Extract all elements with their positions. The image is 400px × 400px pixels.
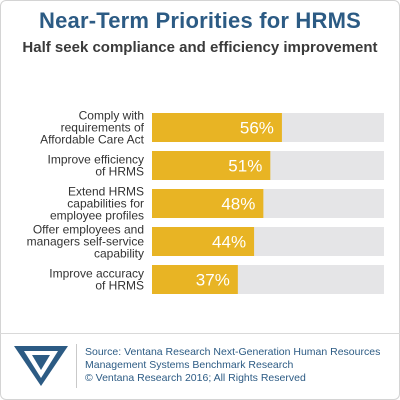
category-label-line: Improve efficiency (48, 153, 145, 167)
category-label: Comply with requirements of Affordable Car… (40, 109, 145, 147)
category-label-line: of HRMS (95, 279, 144, 293)
category-label-line: capability (94, 247, 144, 261)
bar (152, 113, 282, 142)
category-label-line: of HRMS (95, 165, 144, 179)
source-line-1: Source: Ventana Research Next-Generation… (85, 346, 381, 358)
chart-subtitle: Half seek compliance and efficiency impr… (22, 39, 378, 56)
bar-value-label: 56% (240, 119, 274, 138)
category-label-line: capabilities for (67, 197, 144, 211)
bar-value-label: 44% (212, 233, 246, 252)
category-label-line: Improve accuracy (49, 267, 144, 281)
footer-divider (0, 333, 400, 334)
category-label: Extend HRMS capabilities for employee prof… (50, 185, 144, 223)
bar-value-label: 51% (228, 157, 262, 176)
category-label-line: managers self-service (27, 235, 145, 249)
category-label: Improve efficiency of HRMS (48, 153, 145, 179)
category-label-line: Affordable Care Act (40, 133, 145, 147)
chart-title: Near-Term Priorities for HRMS (38, 8, 362, 33)
bar (152, 151, 271, 180)
category-label-line: requirements of (61, 121, 145, 135)
footer-separator (76, 344, 77, 388)
bar (152, 189, 264, 218)
ventana-v-logo-icon (14, 346, 68, 386)
bar (152, 265, 238, 294)
category-label-line: Offer employees and (33, 223, 144, 237)
source-note: Source: Ventana Research Next-Generation… (85, 346, 390, 385)
category-label-line: Comply with (79, 109, 144, 123)
bar (152, 227, 255, 256)
category-label-line: Extend HRMS (68, 185, 144, 199)
category-label: Offer employees and managers self-service… (27, 223, 145, 261)
category-label-line: employee profiles (50, 209, 144, 223)
source-line-2: Management Systems Benchmark Research (85, 359, 294, 371)
bar-value-label: 37% (196, 271, 230, 290)
category-label: Improve accuracy of HRMS (49, 267, 144, 293)
bar-value-label: 48% (221, 195, 255, 214)
copyright-line: © Ventana Research 2016; All Rights Rese… (85, 372, 306, 384)
